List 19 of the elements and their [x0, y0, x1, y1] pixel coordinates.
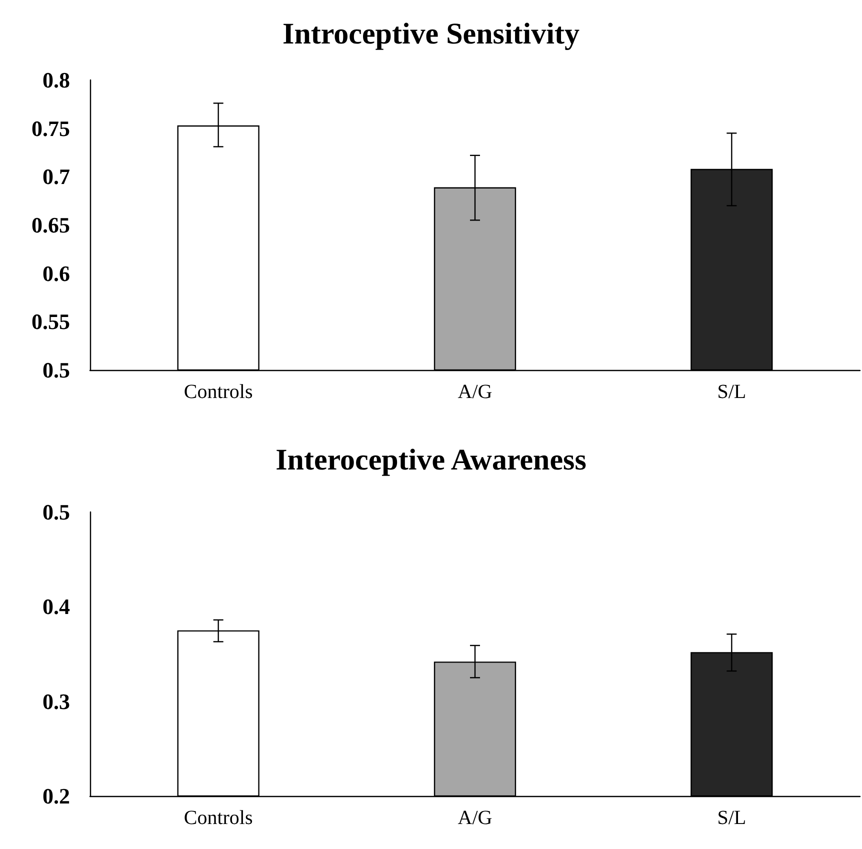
y-tick-label: 0.7 [42, 164, 70, 190]
x-tick-label: A/G [458, 807, 492, 829]
x-tick-label: S/L [717, 807, 746, 829]
y-tick-label: 0.5 [42, 358, 70, 382]
x-tick-label: Controls [184, 381, 253, 403]
y-tick-label: 0.5 [42, 500, 70, 524]
x-tick-label: A/G [458, 381, 492, 403]
chart-title: Introceptive Sensitivity [282, 18, 580, 50]
y-tick-label: 0.3 [42, 688, 70, 714]
chart-title: Interoceptive Awareness [276, 444, 586, 476]
y-tick-label: 0.55 [32, 309, 70, 334]
y-tick-label: 0.8 [42, 68, 70, 92]
y-tick-label: 0.2 [42, 784, 70, 808]
y-tick-label: 0.4 [42, 594, 70, 620]
x-tick-label: S/L [717, 381, 746, 403]
y-tick-label: 0.6 [42, 260, 70, 286]
x-tick-label: Controls [184, 807, 253, 829]
y-tick-label: 0.65 [32, 212, 70, 238]
y-tick-label: 0.75 [32, 116, 70, 141]
